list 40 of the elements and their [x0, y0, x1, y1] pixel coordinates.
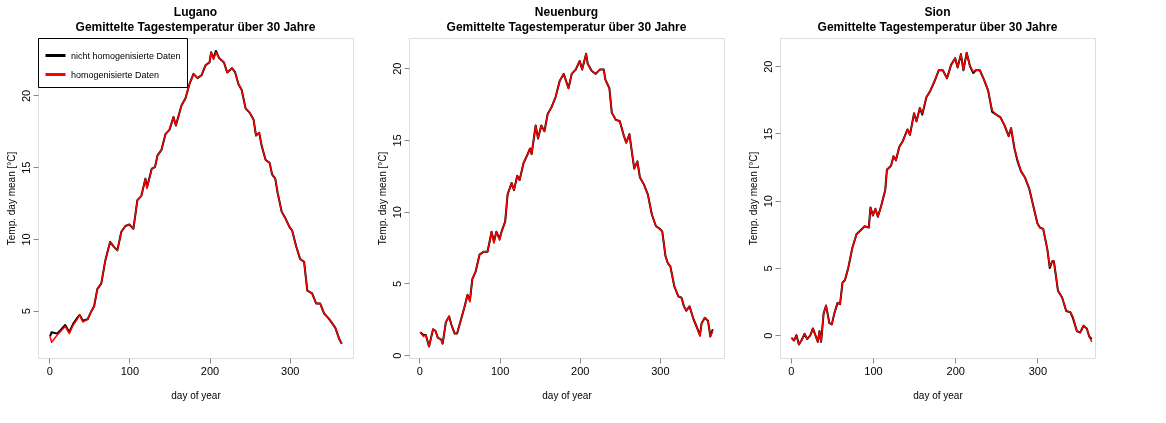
y-tick-label: 10 [19, 233, 32, 246]
x-tick-label: 200 [571, 364, 590, 377]
y-tick-label: 0 [761, 332, 774, 339]
chart-title: Sion [924, 5, 951, 19]
y-axis-title: Temp. day mean [°C] [5, 151, 17, 246]
x-axis-title: day of year [913, 389, 964, 401]
x-tick-label: 300 [651, 364, 670, 377]
x-axis-title: day of year [171, 389, 222, 401]
x-tick-label: 100 [864, 364, 883, 377]
y-tick-label: 5 [761, 265, 774, 272]
x-tick-label: 300 [1028, 364, 1048, 377]
y-tick-label: 20 [19, 89, 32, 103]
y-tick-label: 10 [761, 195, 774, 208]
x-tick-label: 0 [788, 364, 795, 377]
y-tick-label: 15 [390, 134, 403, 147]
x-tick-label: 100 [490, 364, 510, 377]
x-tick-label: 100 [120, 364, 140, 377]
y-tick-label: 5 [390, 280, 403, 287]
y-tick-label: 5 [19, 308, 32, 315]
y-axis-title: Temp. day mean [°C] [747, 151, 759, 246]
x-axis-title: day of year [542, 389, 593, 401]
legend-label: nicht homogenisierte Daten [71, 50, 181, 61]
y-tick-label: 0 [390, 352, 403, 359]
legend-label: homogenisierte Daten [71, 69, 160, 80]
x-tick-label: 300 [281, 364, 300, 377]
chart-subtitle: Gemittelte Tagestemperatur über 30 Jahre [817, 20, 1058, 34]
x-tick-label: 200 [946, 364, 965, 377]
y-tick-label: 20 [761, 60, 774, 73]
y-tick-label: 10 [390, 206, 403, 219]
y-tick-label: 15 [761, 127, 774, 141]
x-tick-label: 200 [200, 364, 220, 377]
y-tick-label: 15 [19, 161, 32, 174]
chart-title: Lugano [173, 5, 218, 19]
y-tick-label: 20 [390, 62, 403, 75]
chart-subtitle: Gemittelte Tagestemperatur über 30 Jahre [75, 20, 316, 34]
x-tick-label: 0 [416, 364, 423, 377]
x-tick-label: 0 [46, 364, 53, 377]
chart-title: Neuenburg [534, 5, 599, 19]
chart-subtitle: Gemittelte Tagestemperatur über 30 Jahre [446, 20, 687, 34]
y-axis-title: Temp. day mean [°C] [376, 151, 388, 246]
